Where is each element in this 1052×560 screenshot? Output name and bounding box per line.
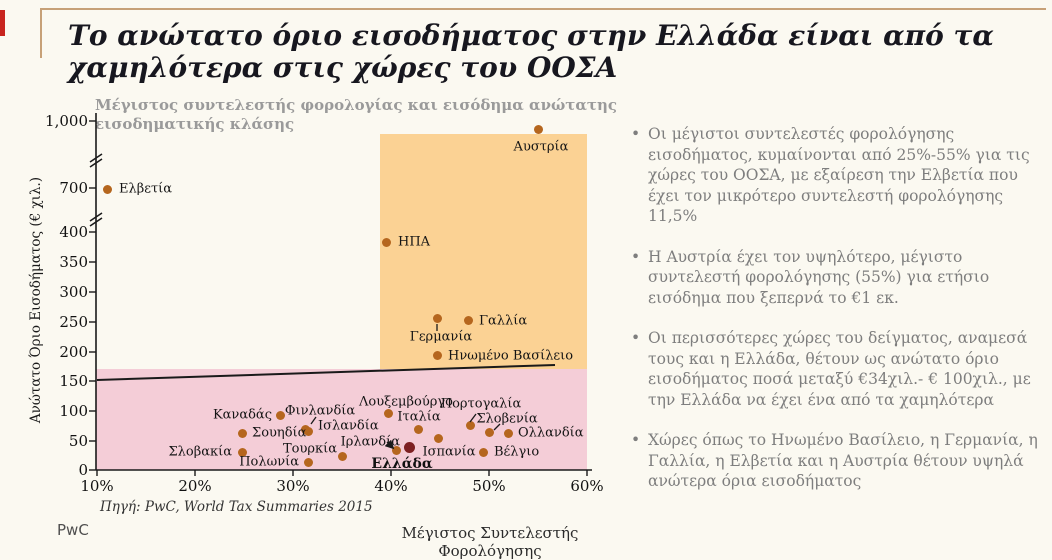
y-tick-label: 50	[68, 432, 88, 450]
chart-point-label: Ηνωμένο Βασίλειο	[448, 348, 574, 364]
chart-point-dot	[237, 447, 247, 457]
y-tick-label: 700	[59, 179, 88, 197]
chart-point-dot	[478, 447, 488, 457]
chart-point-dot	[381, 237, 391, 247]
chart-point-dot	[391, 445, 401, 455]
chart-point-label: Ιταλία	[397, 409, 441, 425]
chart-point-label: Σλοβακία	[168, 444, 232, 460]
y-tick-label: 200	[59, 343, 88, 361]
chart-point-dot	[484, 427, 494, 437]
chart-point-dot	[303, 426, 313, 436]
commentary-bullet: Χώρες όπως το Ηνωμένο Βασίλειο, η Γερμαν…	[631, 430, 1044, 492]
chart-point-dot	[237, 428, 247, 438]
chart-point-dot	[383, 408, 393, 418]
chart-line	[89, 212, 103, 222]
chart-point-label: Πορτογαλία	[440, 396, 522, 412]
chart-point-dot	[433, 433, 443, 443]
chart-point-label: Αυστρία	[513, 139, 569, 155]
source-note: Πηγή: PwC, World Tax Summaries 2015	[100, 499, 373, 515]
chart-point-label: Καναδάς	[212, 407, 272, 423]
chart-point-dot	[432, 313, 442, 323]
chart-point-label: Ελλάδα	[371, 456, 433, 472]
chart-line	[89, 158, 103, 168]
commentary-bullet: Οι μέγιστοι συντελεστές φορολόγησης εισο…	[631, 124, 1044, 227]
chart-point-label: Ιρλανδία	[340, 434, 400, 450]
chart-point-dot	[463, 315, 473, 325]
commentary-bullet: Η Αυστρία έχει τον υψηλότερο, μέγιστο συ…	[631, 247, 1044, 309]
pwc-logo: PwC	[57, 521, 89, 539]
chart-subtitle-line2: εισοδηματικής κλάσης	[95, 115, 295, 133]
x-tick-label: 60%	[570, 477, 604, 495]
chart-point-dot	[413, 424, 423, 434]
chart-point-label: Ισλανδία	[318, 418, 379, 434]
chart-point-label: Φινλανδία	[284, 403, 356, 419]
chart-point-dot	[403, 441, 415, 453]
chart-subtitle: Μέγιστος συντελεστής φορολογίας και εισό…	[95, 96, 655, 134]
chart-point-label: ΗΠΑ	[398, 234, 431, 250]
page-title-line1: Το ανώτατο όριο εισοδήματος στην Ελλάδα …	[68, 19, 994, 52]
chart-point-dot	[303, 457, 313, 467]
region-high-income-band	[380, 134, 587, 369]
chart-point-label: Ολλανδία	[518, 425, 584, 441]
chart-point-label: Γαλλία	[479, 313, 528, 329]
y-tick-label: 1,000	[45, 112, 88, 130]
chart-point-label: Σλοβενία	[476, 411, 538, 427]
y-tick-label: 300	[59, 283, 88, 301]
chart-point-dot	[432, 350, 442, 360]
chart-point-dot	[465, 420, 475, 430]
chart-point-label: Ισπανία	[422, 444, 476, 460]
red-accent-mark	[0, 10, 5, 36]
commentary-bullet-list: Οι μέγιστοι συντελεστές φορολόγησης εισο…	[628, 124, 1044, 512]
chart-point-dot	[337, 451, 347, 461]
chart-line	[89, 153, 103, 163]
x-tick-label: 20%	[178, 477, 212, 495]
x-axis-title: Μέγιστος Συντελεστής Φορολόγησης	[401, 524, 579, 560]
chart-subtitle-line1: Μέγιστος συντελεστής φορολογίας και εισό…	[95, 96, 618, 114]
y-tick-label: 150	[59, 372, 88, 390]
chart-point-label: Βέλγιο	[494, 444, 540, 460]
y-tick-label: 100	[59, 402, 88, 420]
y-tick-label: 400	[59, 223, 88, 241]
chart-point-label: Ελβετία	[119, 181, 173, 197]
chart-point-label: Πολωνία	[239, 454, 299, 470]
x-tick-label: 30%	[276, 477, 310, 495]
chart-point-dot	[533, 124, 543, 134]
chart-point-dot	[275, 410, 285, 420]
page-title: Το ανώτατο όριο εισοδήματος στην Ελλάδα …	[68, 20, 998, 84]
x-tick-label: 50%	[472, 477, 506, 495]
y-tick-label: 350	[59, 253, 88, 271]
commentary-bullet: Οι περισσότερες χώρες του δείγματος, ανα…	[631, 328, 1044, 410]
chart-point-label: Τουρκία	[282, 441, 337, 457]
chart-point-label: Λουξεμβούργο	[359, 394, 453, 410]
page-title-line2: χαμηλότερα στις χώρες του ΟΟΣΑ	[68, 51, 618, 84]
chart-point-dot	[503, 428, 513, 438]
title-frame-border	[40, 8, 1046, 58]
chart-point-label: Σουηδία	[252, 425, 307, 441]
x-tick-label: 40%	[374, 477, 408, 495]
y-tick-label: 0	[78, 461, 88, 479]
x-tick-label: 10%	[80, 477, 114, 495]
chart-line	[89, 217, 103, 227]
y-tick-label: 250	[59, 313, 88, 331]
chart-point-label: Γερμανία	[409, 329, 473, 345]
chart-point-dot	[102, 184, 112, 194]
